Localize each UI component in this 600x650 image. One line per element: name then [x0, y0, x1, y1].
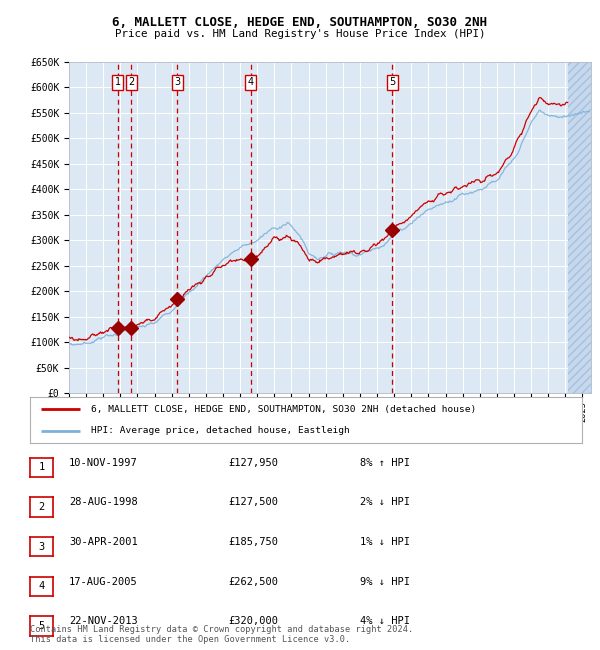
Text: 5: 5	[389, 77, 395, 87]
Text: 2: 2	[128, 77, 134, 87]
Text: £127,950: £127,950	[228, 458, 278, 468]
Text: 4: 4	[248, 77, 254, 87]
Text: 3: 3	[174, 77, 181, 87]
Text: 28-AUG-1998: 28-AUG-1998	[69, 497, 138, 508]
Text: This data is licensed under the Open Government Licence v3.0.: This data is licensed under the Open Gov…	[30, 635, 350, 644]
Text: £185,750: £185,750	[228, 537, 278, 547]
Text: 6, MALLETT CLOSE, HEDGE END, SOUTHAMPTON, SO30 2NH (detached house): 6, MALLETT CLOSE, HEDGE END, SOUTHAMPTON…	[91, 405, 476, 413]
Text: HPI: Average price, detached house, Eastleigh: HPI: Average price, detached house, East…	[91, 426, 349, 435]
Text: 4: 4	[38, 581, 44, 592]
Text: 9% ↓ HPI: 9% ↓ HPI	[360, 577, 410, 587]
Text: Price paid vs. HM Land Registry's House Price Index (HPI): Price paid vs. HM Land Registry's House …	[115, 29, 485, 39]
Text: £127,500: £127,500	[228, 497, 278, 508]
Text: 1% ↓ HPI: 1% ↓ HPI	[360, 537, 410, 547]
Text: 10-NOV-1997: 10-NOV-1997	[69, 458, 138, 468]
Text: 8% ↑ HPI: 8% ↑ HPI	[360, 458, 410, 468]
Text: 22-NOV-2013: 22-NOV-2013	[69, 616, 138, 627]
Text: 5: 5	[38, 621, 44, 631]
Text: 4% ↓ HPI: 4% ↓ HPI	[360, 616, 410, 627]
Text: 1: 1	[38, 462, 44, 473]
Text: Contains HM Land Registry data © Crown copyright and database right 2024.: Contains HM Land Registry data © Crown c…	[30, 625, 413, 634]
Text: 6, MALLETT CLOSE, HEDGE END, SOUTHAMPTON, SO30 2NH: 6, MALLETT CLOSE, HEDGE END, SOUTHAMPTON…	[113, 16, 487, 29]
Text: 17-AUG-2005: 17-AUG-2005	[69, 577, 138, 587]
Text: £262,500: £262,500	[228, 577, 278, 587]
Polygon shape	[568, 62, 591, 393]
Text: 3: 3	[38, 541, 44, 552]
Text: 2: 2	[38, 502, 44, 512]
Text: 30-APR-2001: 30-APR-2001	[69, 537, 138, 547]
Text: 2% ↓ HPI: 2% ↓ HPI	[360, 497, 410, 508]
Text: £320,000: £320,000	[228, 616, 278, 627]
Text: 1: 1	[115, 77, 121, 87]
